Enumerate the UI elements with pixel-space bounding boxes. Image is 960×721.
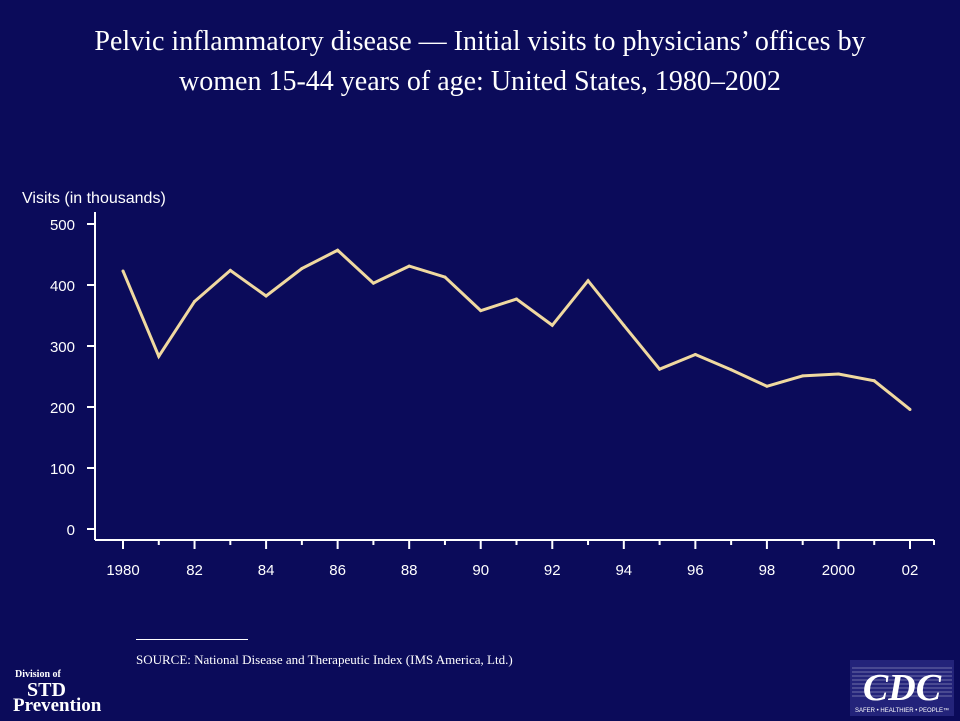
data-point [407, 264, 411, 268]
x-tick-label: 84 [258, 562, 275, 579]
data-point [479, 309, 483, 313]
x-tick-label: 02 [902, 562, 919, 579]
data-point [622, 323, 626, 327]
data-point [371, 281, 375, 285]
chart-title-line2: women 15-44 years of age: United States,… [179, 66, 781, 97]
source-note: SOURCE: National Disease and Therapeutic… [136, 652, 513, 667]
data-point [228, 268, 232, 272]
cdc-logo: CDC SAFER • HEALTHIER • PEOPLE™ [850, 660, 954, 716]
x-tick-label: 88 [401, 562, 418, 579]
std-logo-line2: STD [27, 679, 66, 701]
x-tick-label: 82 [186, 562, 203, 579]
data-point [193, 299, 197, 303]
y-tick-label: 100 [50, 461, 75, 478]
x-tick-label: 90 [472, 562, 489, 579]
data-point [693, 353, 697, 357]
data-point [658, 367, 662, 371]
data-point [336, 248, 340, 252]
chart-title: Pelvic inflammatory disease — Initial vi… [20, 22, 940, 102]
y-tick-label: 300 [50, 339, 75, 356]
y-tick-label: 500 [50, 217, 75, 234]
data-point [443, 275, 447, 279]
data-point [515, 297, 518, 301]
x-tick-label: 94 [615, 562, 632, 579]
cdc-logo-tagline: SAFER • HEALTHIER • PEOPLE™ [855, 707, 949, 714]
y-tick-label: 400 [50, 278, 75, 295]
y-tick-label: 0 [67, 522, 75, 539]
data-point [872, 379, 876, 383]
axes: 0 100 200 300 400 500 1980 82 84 86 88 90 92 94 96 98 20… [50, 212, 935, 579]
data-point [264, 294, 268, 298]
data-point [157, 354, 161, 358]
std-logo-line1: Division of [15, 669, 61, 680]
plot-area [121, 248, 912, 411]
data-point [300, 267, 304, 271]
chart-title-line1: Pelvic inflammatory disease — Initial vi… [94, 26, 866, 57]
y-tick-label: 200 [50, 400, 75, 417]
data-point [801, 374, 805, 378]
series-line [121, 248, 911, 411]
data-point [121, 269, 125, 273]
data-point [836, 372, 840, 376]
data-point [550, 323, 554, 327]
source-divider [136, 639, 248, 640]
data-point [908, 407, 912, 411]
y-axis-label: Visits (in thousands) [22, 190, 166, 207]
std-prevention-logo: Division of STD Prevention [6, 662, 116, 718]
x-tick-label: 92 [544, 562, 561, 579]
x-tick-label: 1980 [106, 562, 139, 579]
data-point [765, 384, 769, 388]
x-tick-label: 96 [687, 562, 704, 579]
data-point [586, 279, 590, 283]
x-tick-label: 86 [329, 562, 346, 579]
x-tick-label: 2000 [822, 562, 855, 579]
cdc-logo-graphic: CDC SAFER • HEALTHIER • PEOPLE™ [852, 667, 952, 714]
data-point [729, 368, 733, 372]
std-logo-line3: Prevention [13, 695, 102, 716]
x-tick-label: 98 [759, 562, 776, 579]
cdc-logo-text: CDC [863, 667, 942, 709]
